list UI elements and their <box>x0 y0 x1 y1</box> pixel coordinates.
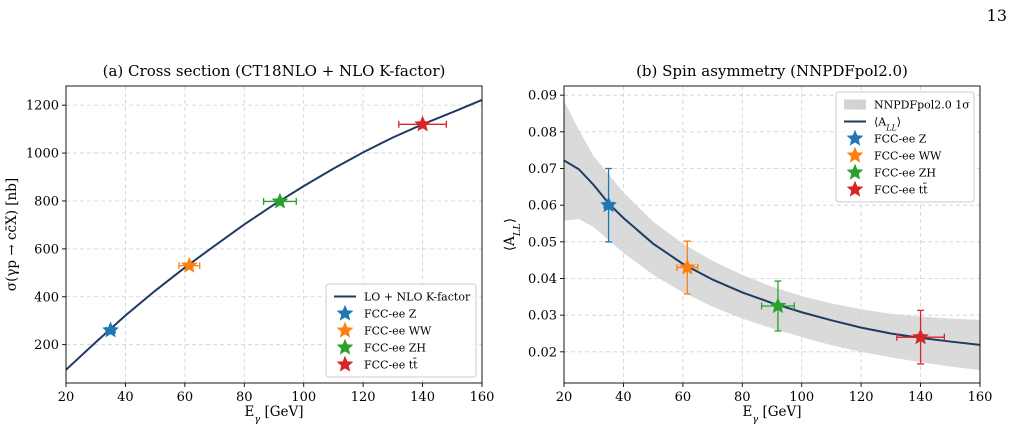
legend-label: FCC-ee tt̄ <box>874 183 928 196</box>
legend-label: FCC-ee Z <box>874 133 927 146</box>
legend-swatch-star <box>846 129 864 146</box>
y-tick-label: 200 <box>34 338 59 353</box>
y-tick-label: 0.07 <box>528 162 557 177</box>
legend-label: FCC-ee WW <box>874 150 942 163</box>
star-marker <box>271 192 289 209</box>
x-tick-label: 20 <box>58 390 75 405</box>
x-tick-label: 100 <box>291 390 316 405</box>
page-number: 13 <box>986 6 1007 25</box>
legend-label: ⟨ALL⟩ <box>874 116 901 133</box>
x-tick-label: 100 <box>789 390 814 405</box>
y-tick-label: 800 <box>34 194 59 209</box>
legend-label: NNPDFpol2.0 1σ <box>874 99 970 112</box>
y-tick-label: 0.08 <box>528 125 557 140</box>
axes-frame <box>65 85 483 384</box>
axes-frame <box>563 85 981 384</box>
legend-label: FCC-ee Z <box>364 308 417 321</box>
legend-label: FCC-ee tt̄ <box>364 358 418 371</box>
theory-curve <box>563 159 981 346</box>
x-tick-label: 140 <box>908 390 933 405</box>
star-marker <box>912 328 929 345</box>
legend-box <box>325 283 477 378</box>
data-point-fcc-ee-ww <box>178 256 201 273</box>
legend-label: FCC-ee ZH <box>874 167 936 180</box>
y-tick-label: 0.04 <box>528 272 557 287</box>
x-tick-label: 20 <box>556 390 573 405</box>
data-point-fcc-ee-tt <box>398 115 447 132</box>
x-tick-label: 160 <box>968 390 993 405</box>
legend-label: FCC-ee WW <box>364 325 432 338</box>
y-tick-label: 0.09 <box>528 89 557 104</box>
legend-swatch-star <box>336 338 354 355</box>
chart-cross-section: 20 40 60 80 100 120 140 160 200 400 600 800 1000 1200… <box>4 62 495 425</box>
legend-label: FCC-ee ZH <box>364 342 426 355</box>
x-axis-label: Eγ [GeV] <box>244 404 303 425</box>
x-tick-label: 140 <box>410 390 435 405</box>
star-marker <box>180 256 198 273</box>
legend-box <box>835 91 975 203</box>
x-tick-label: 40 <box>615 390 632 405</box>
y-tick-label: 400 <box>34 290 59 305</box>
y-axis-label: σ(γp → cc̄X) [nb] <box>4 178 20 291</box>
y-axis-label: ⟨ALL⟩ <box>502 218 523 251</box>
x-tick-label: 60 <box>177 390 194 405</box>
data-point-fcc-ee-zh <box>760 280 795 332</box>
legend-swatch-star <box>336 355 354 372</box>
data-point-fcc-ee-tt <box>896 309 945 365</box>
x-axis-label: Eγ [GeV] <box>742 404 801 425</box>
legend-swatch-star <box>846 146 864 163</box>
x-tick-label: 120 <box>849 390 874 405</box>
star-marker <box>102 321 119 338</box>
chart-title: (a) Cross section (CT18NLO + NLO K-facto… <box>103 62 446 80</box>
data-point-fcc-ee-z <box>600 167 617 243</box>
data-point-fcc-ee-zh <box>262 192 297 209</box>
y-tick-label: 0.02 <box>528 345 557 360</box>
x-tick-label: 160 <box>470 390 495 405</box>
star-marker <box>414 115 431 132</box>
x-tick-label: 80 <box>734 390 751 405</box>
x-tick-label: 80 <box>236 390 253 405</box>
x-tick-label: 120 <box>351 390 376 405</box>
y-tick-label: 0.03 <box>528 309 557 324</box>
y-tick-label: 600 <box>34 242 59 257</box>
chart-title: (b) Spin asymmetry (NNPDFpol2.0) <box>636 62 908 80</box>
legend-swatch-band <box>844 99 866 110</box>
chart-spin-asymmetry: 20 40 60 80 100 120 140 160 0.02 0.03 0.04 0.05 0.06… <box>502 62 993 425</box>
star-marker <box>769 297 787 314</box>
y-tick-label: 1000 <box>26 147 59 162</box>
star-marker <box>678 258 696 275</box>
x-tick-label: 40 <box>117 390 134 405</box>
legend-swatch-star <box>846 180 864 197</box>
y-tick-label: 1200 <box>26 99 59 114</box>
y-tick-label: 0.05 <box>528 235 557 250</box>
data-point-fcc-ee-z <box>102 321 119 338</box>
theory-curve <box>65 98 483 371</box>
legend-swatch-star <box>336 304 354 321</box>
y-tick-label: 0.06 <box>528 199 557 214</box>
legend: NNPDFpol2.0 1σ ⟨ALL⟩FCC-ee Z FCC-ee WW FCC-… <box>835 91 975 203</box>
data-point-fcc-ee-ww <box>676 240 699 295</box>
legend-label: LO + NLO K-factor <box>364 291 471 304</box>
uncertainty-band <box>564 100 980 371</box>
legend-swatch-star <box>846 163 864 180</box>
legend: LO + NLO K-factor FCC-ee Z FCC-ee WW FCC-ee… <box>325 283 477 378</box>
x-tick-label: 60 <box>675 390 692 405</box>
legend-swatch-star <box>336 321 354 338</box>
star-marker <box>600 196 617 213</box>
